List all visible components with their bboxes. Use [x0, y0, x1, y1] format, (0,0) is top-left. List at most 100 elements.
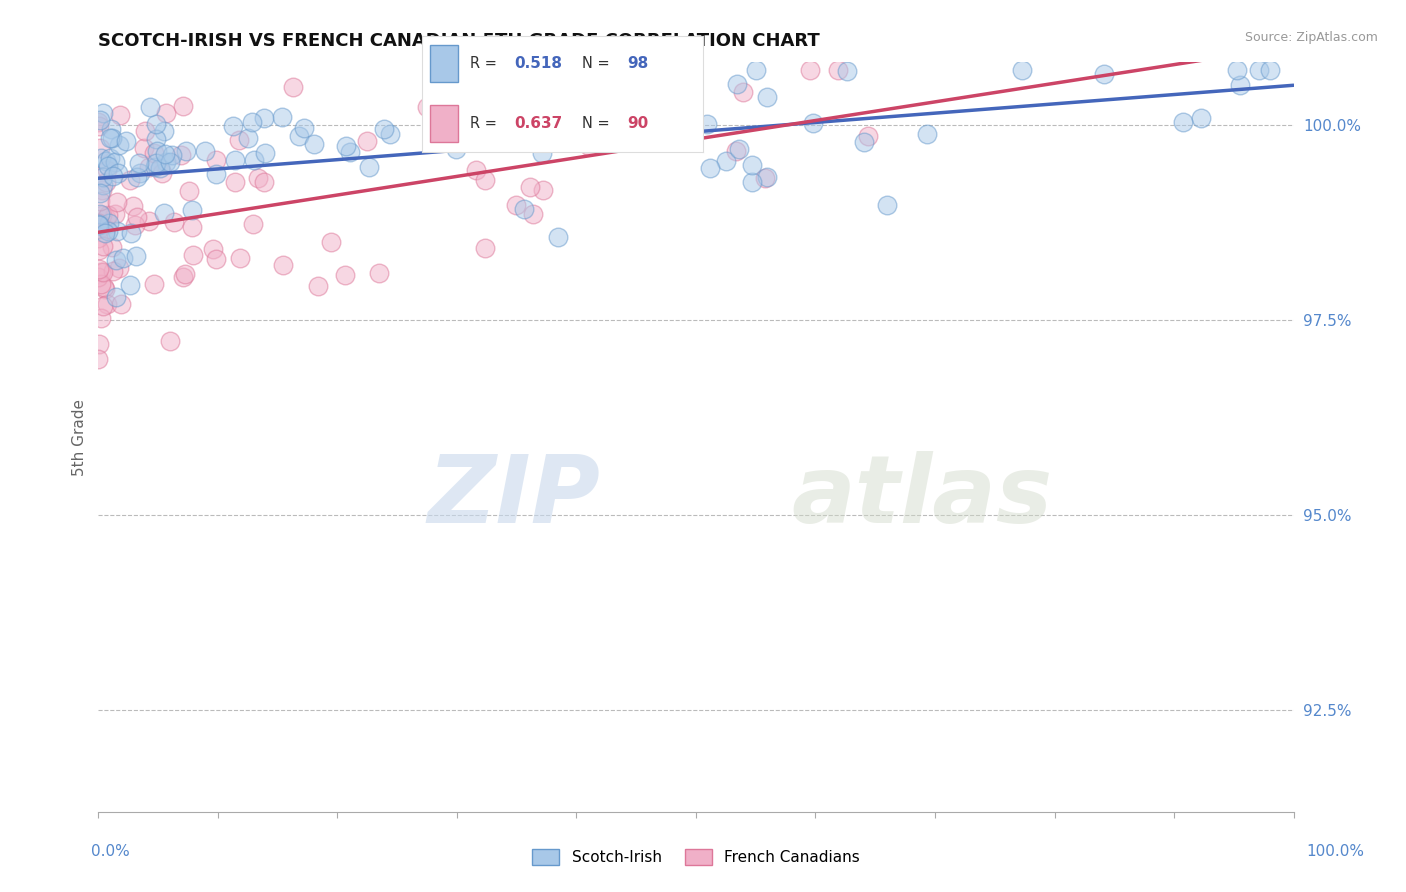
Point [1247, 63, 1270, 78]
Point [89, 218, 111, 232]
Point [103, 207, 125, 221]
Point [335, 139, 357, 153]
Point [100, 240, 122, 254]
Point [87, 215, 110, 229]
Point [91, 178, 114, 193]
Point [96, 297, 118, 311]
Point [915, 127, 938, 141]
Point [155, 106, 177, 120]
Point [150, 166, 173, 180]
Point [271, 259, 294, 273]
Point [174, 144, 197, 158]
Point [240, 115, 263, 129]
Point [110, 297, 132, 311]
Point [105, 194, 128, 209]
Point [583, 128, 606, 143]
Text: R =: R = [470, 116, 501, 131]
Point [647, 63, 669, 78]
Point [153, 123, 176, 137]
Point [512, 202, 534, 217]
Point [508, 135, 530, 149]
Text: atlas: atlas [792, 451, 1053, 543]
Legend: Scotch-Irish, French Canadians: Scotch-Irish, French Canadians [526, 843, 866, 871]
Point [1226, 63, 1249, 78]
Point [727, 142, 749, 156]
Point [87, 231, 110, 245]
Point [128, 156, 150, 170]
Point [853, 135, 876, 149]
Point [436, 120, 458, 135]
Point [696, 117, 718, 131]
Point [457, 112, 479, 126]
Point [118, 277, 141, 292]
Point [519, 179, 541, 194]
Text: 0.637: 0.637 [515, 116, 562, 131]
Point [304, 136, 326, 151]
Point [204, 252, 226, 266]
Point [714, 153, 737, 168]
Point [139, 100, 162, 114]
Point [446, 142, 468, 156]
Point [89, 194, 111, 208]
Point [101, 264, 124, 278]
Point [228, 133, 250, 147]
Point [105, 224, 128, 238]
Point [145, 160, 167, 174]
Point [89, 207, 111, 221]
Y-axis label: 5th Grade: 5th Grade [72, 399, 87, 475]
Point [236, 130, 259, 145]
Point [96, 162, 118, 177]
Point [827, 63, 849, 78]
Point [124, 219, 146, 233]
FancyBboxPatch shape [430, 105, 458, 143]
Point [754, 170, 776, 185]
Point [97, 208, 120, 222]
Point [373, 121, 395, 136]
Point [745, 63, 768, 78]
Point [89, 261, 111, 276]
Point [247, 170, 270, 185]
Point [105, 290, 128, 304]
Point [124, 249, 146, 263]
Point [174, 267, 197, 281]
Point [138, 161, 160, 175]
Point [202, 242, 225, 256]
Point [132, 141, 155, 155]
Point [378, 127, 401, 141]
Point [107, 261, 129, 276]
Point [1011, 63, 1033, 78]
Point [531, 182, 554, 196]
Point [474, 173, 496, 187]
Point [801, 116, 824, 130]
Point [125, 210, 148, 224]
Point [321, 235, 343, 249]
Point [505, 198, 527, 212]
Point [170, 148, 193, 162]
Point [600, 106, 623, 120]
Text: 90: 90 [627, 116, 648, 131]
Point [224, 153, 246, 168]
Point [91, 106, 114, 120]
Point [243, 153, 266, 168]
Point [94, 154, 117, 169]
Point [205, 167, 228, 181]
Point [367, 267, 389, 281]
Point [159, 334, 181, 348]
Point [153, 146, 176, 161]
Point [104, 252, 127, 267]
Point [100, 122, 122, 136]
Point [1229, 78, 1251, 93]
Point [283, 80, 305, 95]
Point [1171, 115, 1194, 129]
Point [93, 279, 115, 293]
Point [94, 227, 117, 241]
Point [149, 161, 172, 175]
Point [270, 110, 292, 124]
Text: R =: R = [470, 56, 501, 71]
Point [179, 184, 201, 198]
Point [87, 119, 110, 133]
Point [97, 159, 120, 173]
Point [1189, 111, 1212, 125]
Point [118, 172, 141, 186]
Point [153, 206, 176, 220]
